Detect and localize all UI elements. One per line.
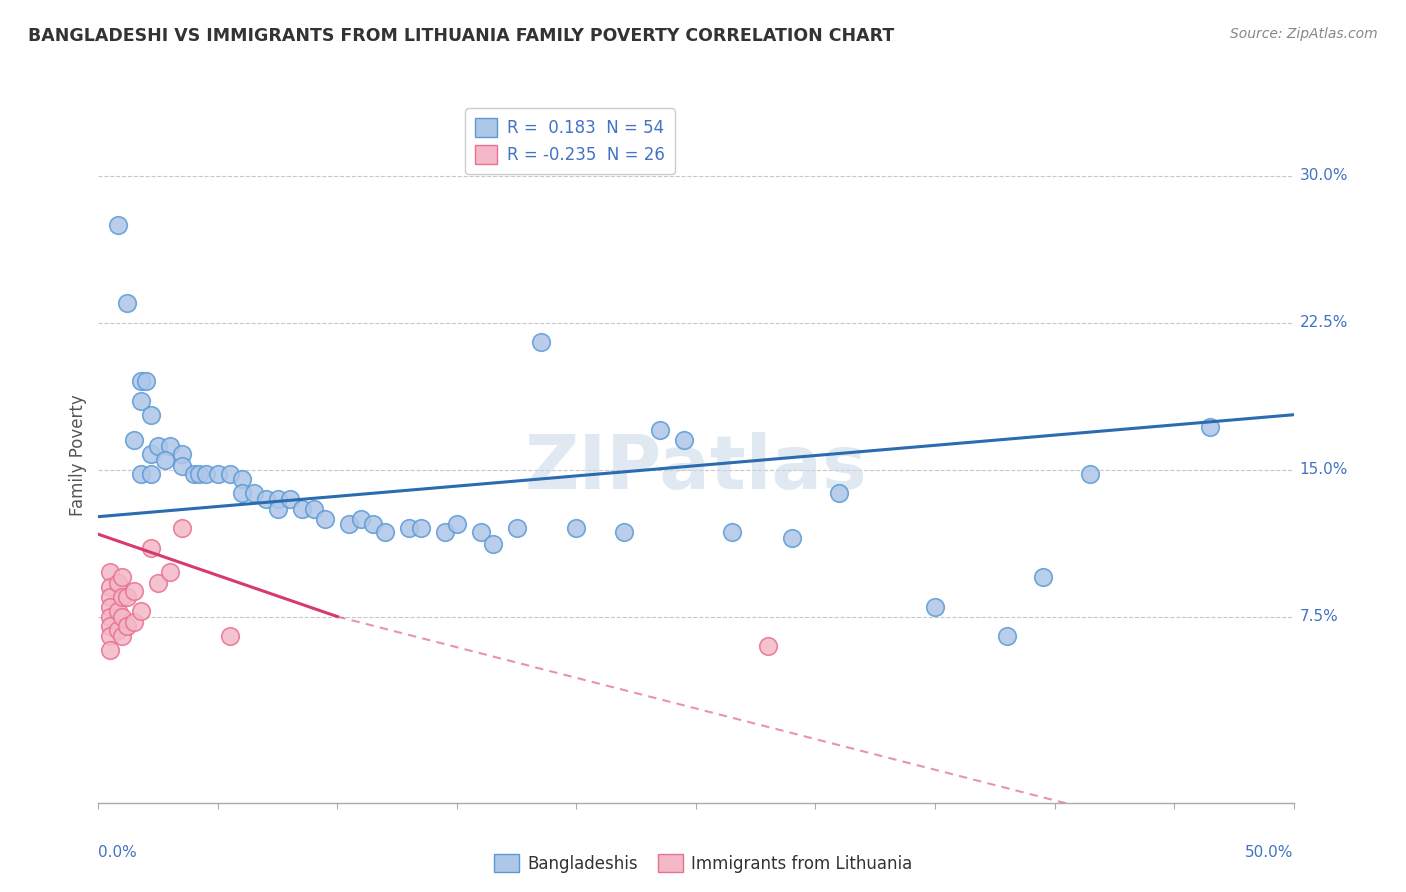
- Point: [139, 447, 162, 461]
- Point: [219, 629, 242, 643]
- Point: [278, 491, 301, 506]
- Legend: Bangladeshis, Immigrants from Lithuania: Bangladeshis, Immigrants from Lithuania: [486, 847, 920, 880]
- Point: [98, 590, 122, 604]
- Point: [398, 521, 420, 535]
- Point: [98, 629, 122, 643]
- Point: [267, 491, 290, 506]
- Point: [131, 604, 153, 618]
- Point: [231, 472, 253, 486]
- Text: 22.5%: 22.5%: [1299, 315, 1348, 330]
- Point: [124, 434, 146, 448]
- Point: [219, 467, 242, 481]
- Point: [290, 501, 312, 516]
- Point: [506, 521, 529, 535]
- Point: [111, 570, 134, 584]
- Text: 7.5%: 7.5%: [1299, 609, 1339, 624]
- Text: ZIPatlas: ZIPatlas: [524, 433, 868, 506]
- Point: [111, 609, 134, 624]
- Point: [131, 394, 153, 409]
- Point: [107, 624, 129, 638]
- Point: [1198, 419, 1220, 434]
- Point: [159, 439, 181, 453]
- Point: [172, 447, 194, 461]
- Point: [374, 525, 396, 540]
- Point: [363, 517, 385, 532]
- Point: [148, 439, 170, 453]
- Point: [98, 619, 122, 633]
- Point: [98, 565, 122, 579]
- Point: [98, 580, 122, 594]
- Point: [131, 375, 153, 389]
- Point: [315, 511, 337, 525]
- Point: [648, 424, 672, 438]
- Point: [350, 511, 373, 525]
- Point: [98, 599, 122, 614]
- Point: [111, 590, 134, 604]
- Point: [115, 296, 138, 310]
- Point: [1032, 570, 1054, 584]
- Point: [721, 525, 744, 540]
- Point: [107, 218, 129, 232]
- Point: [411, 521, 433, 535]
- Point: [139, 408, 162, 422]
- Point: [98, 609, 122, 624]
- Point: [756, 639, 779, 653]
- Point: [124, 615, 146, 630]
- Point: [529, 335, 551, 350]
- Point: [148, 576, 170, 591]
- Point: [433, 525, 456, 540]
- Text: 30.0%: 30.0%: [1299, 168, 1348, 183]
- Point: [243, 486, 266, 500]
- Point: [481, 537, 505, 551]
- Point: [231, 486, 253, 500]
- Point: [187, 467, 209, 481]
- Point: [673, 434, 696, 448]
- Point: [172, 458, 194, 473]
- Legend: R =  0.183  N = 54, R = -0.235  N = 26: R = 0.183 N = 54, R = -0.235 N = 26: [465, 109, 675, 174]
- Y-axis label: Family Poverty: Family Poverty: [69, 394, 87, 516]
- Point: [115, 590, 138, 604]
- Text: BANGLADESHI VS IMMIGRANTS FROM LITHUANIA FAMILY POVERTY CORRELATION CHART: BANGLADESHI VS IMMIGRANTS FROM LITHUANIA…: [28, 27, 894, 45]
- Point: [995, 629, 1018, 643]
- Point: [613, 525, 636, 540]
- Point: [924, 599, 946, 614]
- Point: [254, 491, 277, 506]
- Point: [172, 521, 194, 535]
- Point: [302, 501, 325, 516]
- Point: [98, 643, 122, 657]
- Point: [1080, 467, 1102, 481]
- Point: [470, 525, 492, 540]
- Point: [828, 486, 851, 500]
- Point: [115, 619, 138, 633]
- Point: [446, 517, 468, 532]
- Point: [111, 629, 134, 643]
- Point: [183, 467, 205, 481]
- Point: [107, 576, 129, 591]
- Point: [139, 467, 162, 481]
- Point: [194, 467, 217, 481]
- Point: [139, 541, 162, 555]
- Text: Source: ZipAtlas.com: Source: ZipAtlas.com: [1230, 27, 1378, 41]
- Point: [155, 452, 177, 467]
- Point: [337, 517, 360, 532]
- Point: [565, 521, 588, 535]
- Point: [124, 584, 146, 599]
- Point: [131, 467, 153, 481]
- Point: [107, 604, 129, 618]
- Text: 50.0%: 50.0%: [1246, 845, 1294, 860]
- Point: [135, 375, 157, 389]
- Point: [267, 501, 290, 516]
- Point: [159, 565, 181, 579]
- Point: [780, 531, 803, 545]
- Point: [207, 467, 229, 481]
- Text: 0.0%: 0.0%: [98, 845, 138, 860]
- Text: 15.0%: 15.0%: [1299, 462, 1348, 477]
